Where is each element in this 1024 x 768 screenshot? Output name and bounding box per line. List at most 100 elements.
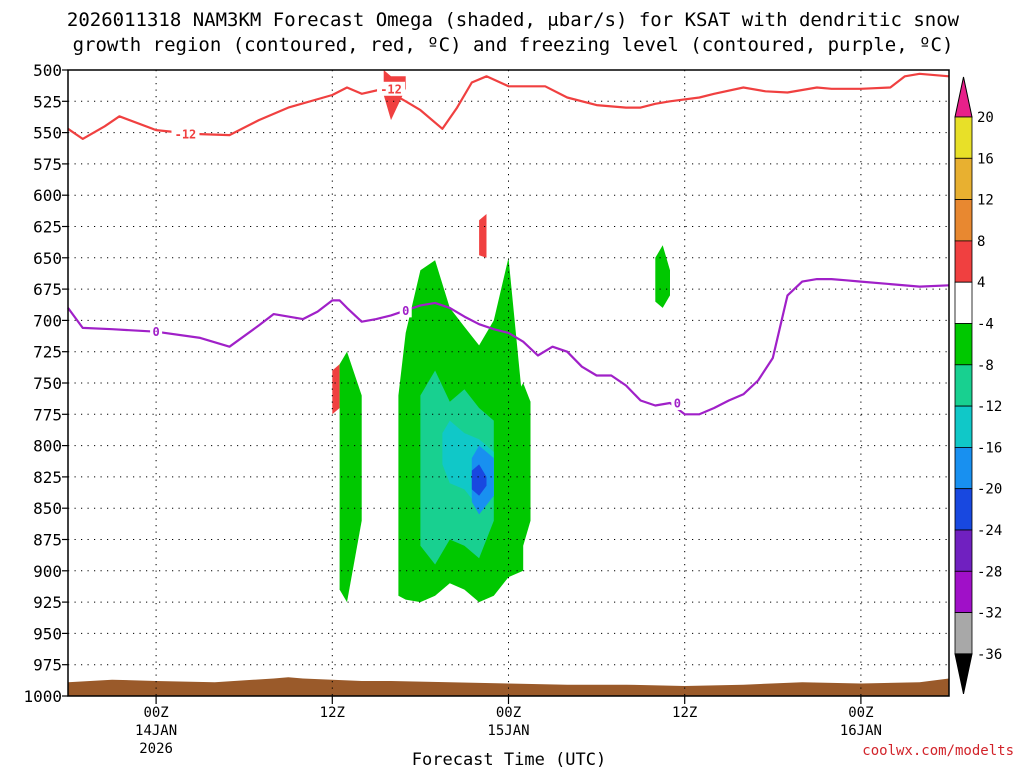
isotherm-contours: -12 -12 0 0 0: [67, 72, 950, 416]
y-tick-label-650: 650: [33, 249, 62, 268]
colorbar-bin-10: [954, 529, 973, 572]
colorbar-bin-0: [954, 116, 973, 159]
ground-surface: [68, 677, 949, 696]
dgz-line: [67, 72, 950, 140]
y-tick-label-600: 600: [33, 186, 62, 205]
colorbar-label-4: 4: [977, 275, 985, 291]
x-tick-label-24-2: 15JAN: [487, 723, 529, 739]
colorbar-bottom-arrow: [954, 653, 973, 695]
colorbar-bin-6: [954, 364, 973, 407]
colorbar-bin-7: [954, 405, 973, 448]
omega-region-11: [611, 70, 656, 85]
credit-link[interactable]: coolwx.com/modelts: [862, 743, 1014, 759]
colorbar-bin-3: [954, 240, 973, 283]
colorbar-label-7: -12: [977, 399, 1002, 415]
colorbar-label-8: -16: [977, 440, 1002, 456]
colorbar-label-1: 16: [977, 151, 994, 167]
omega-region-7: [471, 170, 509, 283]
x-tick-label-48-2: 16JAN: [840, 723, 882, 739]
y-tick-label-900: 900: [33, 562, 62, 581]
colorbar-label-9: -20: [977, 482, 1002, 498]
y-tick-label-925: 925: [33, 593, 62, 612]
colorbar-label-12: -32: [977, 606, 1002, 622]
colorbar-bin-1: [954, 157, 973, 201]
ground-fill: [68, 677, 949, 696]
omega-region-5: [369, 70, 428, 221]
colorbar: 20 16 12 8 4 -4 -8 -12 -16 -20 -24 -28 -32 -36: [954, 76, 1002, 695]
omega-region-28: [471, 464, 487, 496]
omega-region-2: [134, 569, 157, 603]
freezing-label-0: 0: [152, 325, 159, 339]
colorbar-label-0: 20: [977, 110, 994, 126]
colorbar-bin-9: [954, 488, 973, 531]
dgz-label-bg-1: [377, 81, 406, 96]
x-axis-label: Forecast Time (UTC): [412, 750, 606, 768]
y-tick-label-775: 775: [33, 405, 62, 424]
colorbar-top-arrow: [954, 76, 973, 118]
freezing-label-bg-1: [399, 303, 412, 318]
y-tick-label-525: 525: [33, 92, 62, 111]
y-tick-label-575: 575: [33, 155, 62, 174]
omega-region-21: [339, 351, 362, 603]
dgz-label-bg-0: [171, 126, 200, 141]
colorbar-label-11: -28: [977, 564, 1002, 580]
dgz-label-0: -12: [175, 127, 197, 141]
colorbar-bin-5: [954, 323, 973, 366]
x-tick-label-36-1: 12Z: [672, 705, 697, 721]
y-tick-label-625: 625: [33, 218, 62, 237]
y-axis-ticks: 500 525 550 575 600 625 650 675 700 725 750 775 800 8…: [23, 61, 68, 706]
grid-lines: [68, 69, 949, 697]
chart-title-line2: growth region (contoured, red, ºC) and f…: [73, 34, 954, 56]
freezing-label-1: 0: [402, 304, 409, 318]
freezing-label-bg-0: [150, 324, 163, 339]
omega-region-12: [302, 643, 333, 656]
colorbar-bin-8: [954, 446, 973, 490]
y-tick-label-550: 550: [33, 124, 62, 143]
chart-title: 2026011318 NAM3KM Forecast Omega (shaded…: [67, 9, 960, 31]
omega-region-9: [523, 294, 531, 321]
freezing-label-2: 0: [674, 397, 681, 411]
y-tick-label-875: 875: [33, 531, 62, 550]
omega-region-6: [420, 138, 465, 174]
colorbar-label-10: -24: [977, 523, 1002, 539]
y-tick-label-500: 500: [33, 61, 62, 80]
colorbar-bin-12: [954, 612, 973, 655]
dgz-label-1: -12: [380, 82, 402, 96]
x-tick-label-0-2: 14JAN: [135, 723, 177, 739]
y-tick-label-750: 750: [33, 374, 62, 393]
omega-region-14: [699, 401, 729, 606]
x-axis-ticks: 00Z 14JAN 2026 12Z 00Z 15JAN 12Z 00Z 16JAN: [135, 696, 882, 757]
colorbar-label-3: 8: [977, 234, 985, 250]
omega-region-23: [515, 383, 531, 546]
y-tick-label-975: 975: [33, 656, 62, 675]
colorbar-label-6: -8: [977, 358, 994, 374]
omega-shading: [68, 70, 898, 656]
freezing-label-bg-2: [671, 396, 684, 411]
omega-region-19: [332, 364, 340, 415]
colorbar-label-5: -4: [977, 317, 994, 333]
y-tick-label-700: 700: [33, 311, 62, 330]
omega-region-20: [479, 214, 487, 258]
omega-region-17: [882, 70, 898, 164]
y-tick-label-950: 950: [33, 624, 62, 643]
omega-region-8: [471, 70, 487, 85]
y-tick-label-725: 725: [33, 343, 62, 362]
freezing-line: [67, 278, 950, 416]
y-tick-label-825: 825: [33, 468, 62, 487]
omega-region-1: [90, 542, 113, 628]
omega-region-10: [589, 70, 604, 106]
y-tick-label-675: 675: [33, 280, 62, 299]
y-tick-label-1000: 1000: [23, 687, 62, 706]
x-tick-label-48-1: 00Z: [848, 705, 873, 721]
y-tick-label-850: 850: [33, 499, 62, 518]
omega-region-15: [772, 368, 891, 546]
omega-region-13: [655, 470, 700, 527]
x-tick-label-0-3: 2026: [139, 741, 173, 757]
omega-region-3: [251, 70, 289, 296]
colorbar-bin-4: [954, 281, 973, 324]
x-tick-label-0-1: 00Z: [143, 705, 168, 721]
x-tick-label-24-1: 00Z: [496, 705, 521, 721]
colorbar-bin-11: [954, 570, 973, 613]
colorbar-bin-2: [954, 199, 973, 242]
